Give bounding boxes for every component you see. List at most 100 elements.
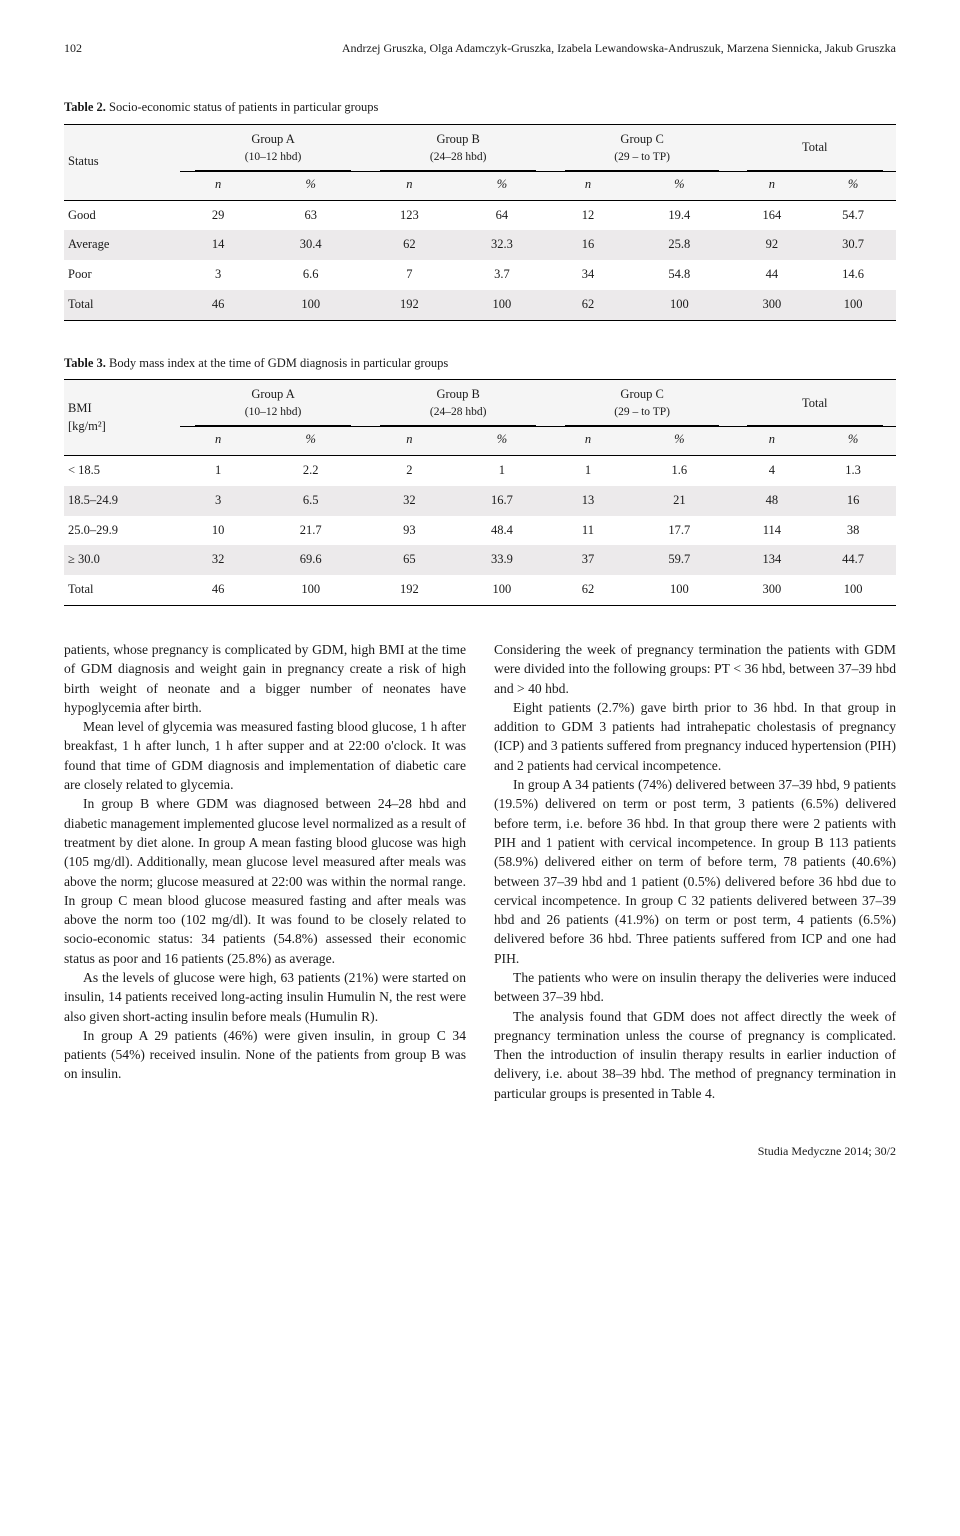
cell: 300	[734, 290, 811, 320]
group-b-name: Group B	[370, 131, 547, 149]
table-row: ≥ 30.03269.66533.93759.713444.7	[64, 545, 896, 575]
cell: 34	[551, 260, 625, 290]
cell: 1	[180, 456, 255, 486]
cell: 6.6	[256, 260, 366, 290]
body-text-columns: patients, whose pregnancy is complicated…	[64, 640, 896, 1103]
table-row: Total4610019210062100300100	[64, 575, 896, 605]
cell: 100	[256, 575, 366, 605]
row-label: ≥ 30.0	[64, 545, 180, 575]
cell: 92	[734, 230, 811, 260]
subcol: n	[366, 427, 453, 456]
cell: 48.4	[453, 516, 551, 546]
cell: 30.7	[810, 230, 896, 260]
cell: 12	[551, 200, 625, 230]
cell: 192	[366, 575, 453, 605]
body-paragraph: Considering the week of pregnancy termin…	[494, 640, 896, 698]
cell: 1.3	[810, 456, 896, 486]
group-b-sub: (24–28 hbd)	[370, 149, 547, 165]
subcol: %	[453, 171, 551, 200]
table-2-subcols: n % n % n % n %	[64, 171, 896, 200]
subcol: n	[551, 427, 625, 456]
table-3-caption-lead: Table 3.	[64, 356, 106, 370]
group-b-sub: (24–28 hbd)	[370, 404, 547, 420]
cell: 17.7	[625, 516, 733, 546]
authors-running-head: Andrzej Gruszka, Olga Adamczyk-Gruszka, …	[342, 40, 896, 57]
table-3-group-c: Group C (29 – to TP)	[551, 380, 734, 427]
cell: 62	[551, 575, 625, 605]
table-row: < 18.512.22111.641.3	[64, 456, 896, 486]
cell: 25.8	[625, 230, 733, 260]
cell: 62	[551, 290, 625, 320]
group-a-sub: (10–12 hbd)	[184, 404, 361, 420]
table-3-row-header: BMI [kg/m²]	[64, 380, 180, 456]
cell: 300	[734, 575, 811, 605]
cell: 100	[625, 575, 733, 605]
cell: 44.7	[810, 545, 896, 575]
row-label: < 18.5	[64, 456, 180, 486]
body-paragraph: In group B where GDM was diagnosed betwe…	[64, 794, 466, 968]
table-3-subcols: n % n % n % n %	[64, 427, 896, 456]
cell: 54.8	[625, 260, 733, 290]
cell: 63	[256, 200, 366, 230]
cell: 38	[810, 516, 896, 546]
subcol: n	[734, 427, 811, 456]
table-row: Poor36.673.73454.84414.6	[64, 260, 896, 290]
cell: 33.9	[453, 545, 551, 575]
cell: 93	[366, 516, 453, 546]
table-3-caption-desc: Body mass index at the time of GDM diagn…	[109, 356, 448, 370]
subcol: %	[810, 171, 896, 200]
table-3-caption: Table 3. Body mass index at the time of …	[64, 355, 896, 373]
table-3-group-total: Total	[734, 380, 897, 427]
row-label: 25.0–29.9	[64, 516, 180, 546]
cell: 11	[551, 516, 625, 546]
cell: 14	[180, 230, 255, 260]
cell: 37	[551, 545, 625, 575]
cell: 16.7	[453, 486, 551, 516]
row-label: Good	[64, 200, 180, 230]
table-2-group-a: Group A (10–12 hbd)	[180, 124, 365, 171]
group-a-name: Group A	[184, 131, 361, 149]
body-paragraph: In group A 34 patients (74%) delivered b…	[494, 775, 896, 968]
table-3: BMI [kg/m²] Group A (10–12 hbd) Group B …	[64, 379, 896, 606]
cell: 1	[453, 456, 551, 486]
subcol: %	[256, 427, 366, 456]
subcol: n	[734, 171, 811, 200]
table-2-caption-desc: Socio-economic status of patients in par…	[109, 100, 378, 114]
cell: 2	[366, 456, 453, 486]
cell: 46	[180, 575, 255, 605]
cell: 1	[551, 456, 625, 486]
group-c-name: Group C	[555, 131, 730, 149]
table-2-block: Table 2. Socio-economic status of patien…	[64, 99, 896, 321]
subcol: %	[810, 427, 896, 456]
cell: 164	[734, 200, 811, 230]
subcol: %	[453, 427, 551, 456]
cell: 10	[180, 516, 255, 546]
table-2-group-c: Group C (29 – to TP)	[551, 124, 734, 171]
table-row: 18.5–24.936.53216.713214816	[64, 486, 896, 516]
cell: 59.7	[625, 545, 733, 575]
group-total-name: Total	[738, 139, 893, 157]
page-footer: Studia Medyczne 2014; 30/2	[64, 1143, 896, 1160]
subcol: %	[625, 171, 733, 200]
table-3-group-b: Group B (24–28 hbd)	[366, 380, 551, 427]
row-label: Poor	[64, 260, 180, 290]
cell: 48	[734, 486, 811, 516]
group-a-sub: (10–12 hbd)	[184, 149, 361, 165]
cell: 3	[180, 486, 255, 516]
cell: 6.5	[256, 486, 366, 516]
table-2: Status Group A (10–12 hbd) Group B (24–2…	[64, 124, 896, 321]
body-column-right: Considering the week of pregnancy termin…	[494, 640, 896, 1103]
group-c-sub: (29 – to TP)	[555, 404, 730, 420]
cell: 100	[453, 575, 551, 605]
cell: 32	[180, 545, 255, 575]
table-2-group-b: Group B (24–28 hbd)	[366, 124, 551, 171]
cell: 65	[366, 545, 453, 575]
table-3-block: Table 3. Body mass index at the time of …	[64, 355, 896, 606]
table-3-group-a: Group A (10–12 hbd)	[180, 380, 365, 427]
cell: 29	[180, 200, 255, 230]
cell: 100	[625, 290, 733, 320]
cell: 1.6	[625, 456, 733, 486]
body-paragraph: As the levels of glucose were high, 63 p…	[64, 968, 466, 1026]
cell: 100	[810, 575, 896, 605]
body-paragraph: Eight patients (2.7%) gave birth prior t…	[494, 698, 896, 775]
